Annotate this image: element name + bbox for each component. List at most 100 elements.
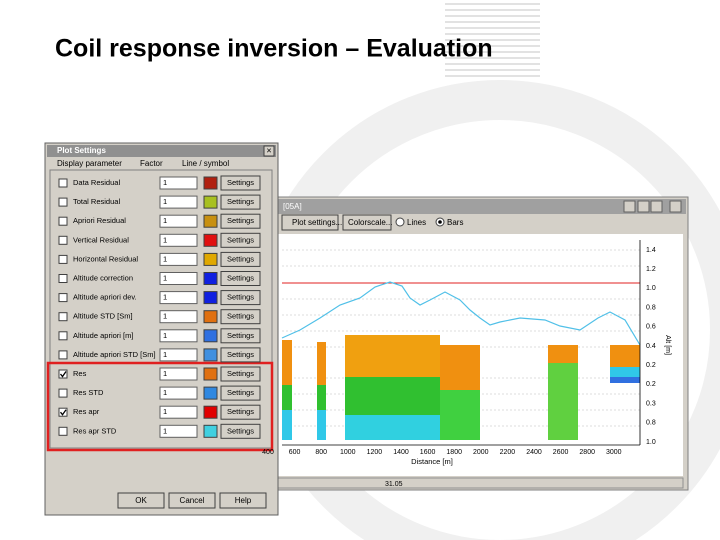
factor-value: 1 bbox=[163, 312, 167, 321]
settings-label[interactable]: Settings bbox=[227, 197, 254, 206]
checkbox[interactable] bbox=[58, 388, 68, 398]
close-label[interactable]: × bbox=[266, 145, 271, 155]
settings-label[interactable]: Settings bbox=[227, 407, 254, 416]
close-button[interactable] bbox=[263, 145, 275, 157]
row-label: Altitude STD [Sm] bbox=[73, 312, 133, 321]
factor-dropdown[interactable] bbox=[159, 272, 198, 285]
factor-dropdown[interactable] bbox=[159, 367, 198, 381]
factor-dropdown[interactable] bbox=[159, 348, 198, 362]
checkbox[interactable] bbox=[58, 216, 68, 226]
settings-button[interactable] bbox=[220, 175, 261, 191]
settings-label[interactable]: Settings bbox=[227, 178, 254, 187]
radio-label[interactable]: Bars bbox=[447, 218, 463, 227]
checkbox[interactable] bbox=[58, 426, 68, 436]
radio-label[interactable]: Lines bbox=[407, 218, 426, 227]
settings-button[interactable] bbox=[220, 194, 261, 210]
checkbox[interactable] bbox=[58, 235, 68, 245]
factor-dropdown[interactable] bbox=[159, 310, 198, 324]
settings-button[interactable] bbox=[220, 404, 261, 420]
settings-button[interactable] bbox=[220, 213, 261, 229]
settings-label[interactable]: Settings bbox=[227, 350, 254, 359]
axis-label: 1.0 bbox=[646, 285, 656, 292]
x-label: 2000 bbox=[473, 449, 489, 456]
color-swatch bbox=[203, 195, 218, 209]
dialog-button[interactable] bbox=[219, 492, 267, 509]
factor-dropdown[interactable] bbox=[159, 176, 198, 190]
factor-dropdown[interactable] bbox=[159, 405, 198, 419]
settings-button[interactable] bbox=[220, 232, 261, 248]
factor-value: 1 bbox=[163, 388, 167, 397]
settings-label[interactable]: Settings bbox=[227, 369, 254, 378]
factor-dropdown[interactable] bbox=[159, 329, 198, 343]
settings-button[interactable] bbox=[220, 251, 261, 267]
settings-label[interactable]: Settings bbox=[227, 254, 254, 263]
dialog-button[interactable] bbox=[168, 492, 216, 509]
settings-button[interactable] bbox=[220, 423, 261, 439]
row-label: Res apr STD bbox=[73, 426, 117, 435]
checkbox[interactable] bbox=[58, 197, 68, 207]
settings-button[interactable] bbox=[220, 309, 261, 325]
row-label: Altitude apriori dev. bbox=[73, 293, 137, 302]
check-mark bbox=[59, 409, 67, 416]
checkbox[interactable] bbox=[58, 274, 68, 283]
axis-label: 0.2 bbox=[646, 362, 656, 369]
color-swatch bbox=[203, 367, 218, 381]
axis-label: 1.2 bbox=[646, 266, 656, 273]
factor-value: 1 bbox=[163, 350, 167, 359]
settings-button[interactable] bbox=[220, 290, 261, 306]
settings-label[interactable]: Settings bbox=[227, 216, 254, 225]
checkbox[interactable] bbox=[58, 293, 68, 303]
settings-label[interactable]: Settings bbox=[227, 273, 254, 282]
factor-value: 1 bbox=[163, 369, 167, 378]
factor-dropdown[interactable] bbox=[159, 291, 198, 305]
row-label: Res bbox=[73, 369, 87, 378]
toolbar-button[interactable]: Plot settings... bbox=[292, 218, 342, 227]
factor-value: 1 bbox=[163, 178, 167, 187]
checkbox[interactable] bbox=[58, 369, 68, 379]
settings-button[interactable] bbox=[220, 366, 261, 382]
settings-button[interactable] bbox=[220, 271, 261, 286]
factor-dropdown[interactable] bbox=[159, 233, 198, 247]
settings-button[interactable] bbox=[220, 385, 261, 401]
settings-label[interactable]: Settings bbox=[227, 388, 254, 397]
window-title: [05A] bbox=[283, 202, 302, 211]
axis-title: Alt [m] bbox=[664, 335, 671, 355]
factor-value: 1 bbox=[163, 273, 167, 282]
checkbox[interactable] bbox=[58, 331, 68, 341]
factor-dropdown[interactable] bbox=[159, 386, 198, 400]
dialog-button-label[interactable]: Help bbox=[235, 496, 252, 505]
axis-label: 0.6 bbox=[646, 324, 656, 331]
color-swatch bbox=[203, 233, 218, 247]
factor-value: 1 bbox=[163, 293, 167, 302]
checkbox[interactable] bbox=[58, 407, 68, 417]
axis-label: 1.0 bbox=[646, 439, 656, 446]
checkbox[interactable] bbox=[58, 350, 68, 360]
factor-dropdown[interactable] bbox=[159, 214, 198, 228]
factor-dropdown[interactable] bbox=[159, 195, 198, 209]
toolbar-button[interactable]: Colorscale... bbox=[348, 218, 392, 227]
settings-label[interactable]: Settings bbox=[227, 312, 254, 321]
dialog-button-label[interactable]: OK bbox=[135, 496, 147, 505]
axis-label: 0.4 bbox=[646, 343, 656, 350]
settings-label[interactable]: Settings bbox=[227, 331, 254, 340]
factor-dropdown[interactable] bbox=[159, 252, 198, 266]
dialog-button[interactable] bbox=[117, 492, 165, 509]
settings-button[interactable] bbox=[220, 347, 261, 363]
dialog-button-label[interactable]: Cancel bbox=[180, 496, 205, 505]
row-label: Vertical Residual bbox=[73, 235, 129, 244]
x-label: 1200 bbox=[367, 449, 383, 456]
color-swatch bbox=[203, 252, 218, 266]
row-label: Horizontal Residual bbox=[73, 254, 138, 263]
factor-dropdown[interactable] bbox=[159, 424, 198, 438]
x-title: Distance [m] bbox=[411, 457, 453, 466]
checkbox[interactable] bbox=[58, 312, 68, 322]
checkbox[interactable] bbox=[58, 178, 68, 188]
settings-label[interactable]: Settings bbox=[227, 235, 254, 244]
settings-label[interactable]: Settings bbox=[227, 293, 254, 302]
checkbox[interactable] bbox=[58, 254, 68, 264]
settings-button[interactable] bbox=[220, 328, 261, 344]
factor-value: 1 bbox=[163, 407, 167, 416]
color-swatch bbox=[203, 214, 218, 228]
settings-label[interactable]: Settings bbox=[227, 426, 254, 435]
